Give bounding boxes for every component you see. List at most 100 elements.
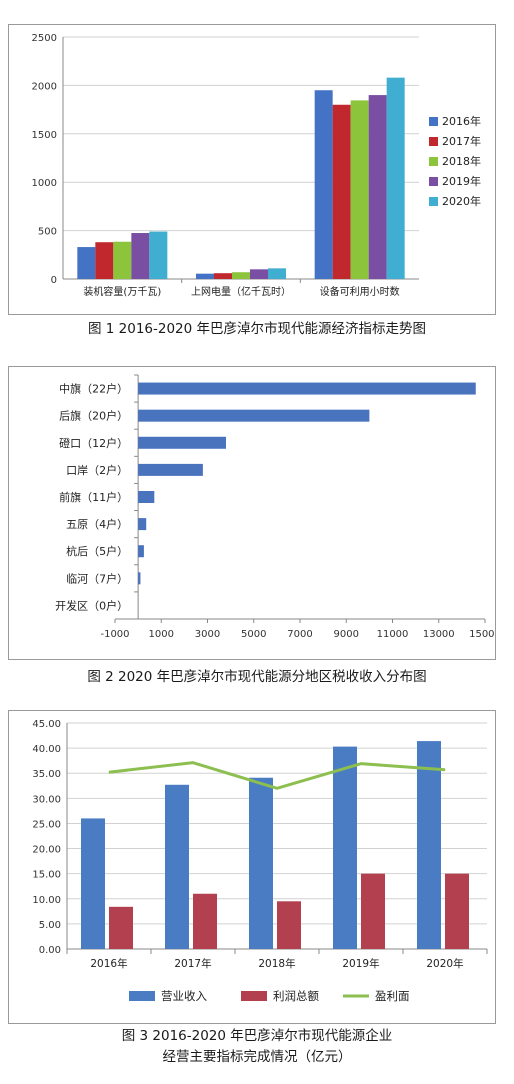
bar — [165, 784, 189, 949]
category-label: 开发区（0户） — [55, 598, 128, 612]
bar — [138, 491, 155, 503]
line-point — [108, 771, 110, 773]
chart-1-panel: 0 500 1000 1500 2000 2500 装机容量(万千瓦) 上网电量（亿千瓦时） 设… — [8, 24, 496, 315]
bar — [138, 409, 370, 422]
category-label: 五原（4户） — [66, 517, 128, 531]
chart-1: 0 500 1000 1500 2000 2500 装机容量(万千瓦) 上网电量（亿千瓦时） 设… — [32, 33, 481, 298]
bar — [138, 545, 144, 558]
chart-2-caption: 图 2 2020 年巴彦淖尔市现代能源分地区税收收入分布图 — [87, 669, 427, 685]
x-tick-label: 2016年 — [90, 957, 127, 970]
bar — [95, 242, 114, 279]
x-tick-label: 3000 — [195, 629, 220, 640]
line-point — [192, 762, 194, 764]
bar — [131, 233, 150, 279]
bar — [386, 77, 405, 279]
bar — [314, 90, 333, 280]
bar — [417, 741, 441, 949]
category-label: 后旗（20户） — [59, 409, 128, 423]
y-tick-label: 45.00 — [32, 719, 61, 730]
bar — [138, 463, 203, 476]
y-tick-label: 10.00 — [32, 895, 61, 906]
legend-label: 利润总额 — [273, 989, 319, 1003]
bar — [138, 382, 476, 395]
legend-swatch — [429, 157, 438, 166]
line-point — [276, 787, 278, 789]
bar — [361, 873, 385, 949]
category-label: 中旗（22户） — [59, 382, 128, 396]
x-tick-label: 13000 — [423, 629, 455, 640]
legend-swatch — [429, 177, 438, 186]
x-tick-label: 设备可利用小时数 — [320, 285, 400, 298]
chart-3-panel: 0.00 5.00 10.00 15.00 20.00 25.00 30.00 35.00 40… — [8, 710, 496, 1024]
x-tick-label: 2019年 — [342, 957, 379, 970]
legend-swatch — [129, 991, 155, 1001]
y-tick-label: 2000 — [32, 81, 57, 92]
y-tick-label: 25.00 — [32, 819, 61, 830]
bar — [350, 100, 369, 280]
y-tick-label: 15.00 — [32, 870, 61, 881]
bar — [232, 272, 250, 279]
category-label: 临河（7户） — [66, 571, 128, 585]
x-tick-label: 5000 — [241, 629, 266, 640]
line-point — [444, 769, 446, 771]
x-tick-label: 7000 — [287, 629, 312, 640]
bar — [196, 273, 214, 279]
legend-swatch — [429, 137, 438, 146]
bar — [250, 269, 268, 279]
y-tick-label: 1000 — [32, 178, 57, 189]
chart-3-caption-line2: 经营主要指标完成情况（亿元） — [162, 1049, 352, 1065]
x-tick-label: 15000 — [469, 629, 495, 640]
y-tick-label: 30.00 — [32, 794, 61, 805]
bar — [268, 268, 286, 279]
y-tick-label: 40.00 — [32, 744, 61, 755]
y-tick-label: 20.00 — [32, 845, 61, 856]
legend-swatch — [429, 117, 438, 126]
legend-label: 盈利面 — [375, 989, 410, 1003]
x-tick-label: 上网电量（亿千瓦时） — [191, 285, 291, 298]
legend-label: 2018年 — [442, 154, 481, 168]
bar — [214, 273, 232, 279]
category-label: 磴口（12户） — [59, 436, 128, 450]
y-tick-label: 0.00 — [39, 945, 61, 956]
legend-label: 2019年 — [442, 174, 481, 188]
bar — [138, 572, 141, 585]
legend-label: 2016年 — [442, 114, 481, 128]
bar — [277, 901, 301, 949]
category-label: 口岸（2户） — [66, 463, 128, 477]
chart-3: 0.00 5.00 10.00 15.00 20.00 25.00 30.00 35.00 40… — [32, 719, 488, 1003]
bar — [249, 777, 273, 949]
legend-label: 2017年 — [442, 134, 481, 148]
legend-label: 营业收入 — [161, 989, 207, 1003]
x-tick-label: 2018年 — [258, 957, 295, 970]
x-tick-label: 装机容量(万千瓦) — [83, 285, 161, 298]
chart-2-panel: 中旗（22户） 后旗（20户） 磴口（12户） 口岸（2户） 前旗（11户） 五原（4户）… — [8, 366, 496, 660]
y-tick-label: 35.00 — [32, 769, 61, 780]
bar — [77, 247, 96, 279]
bar — [445, 873, 469, 949]
bar — [368, 95, 387, 279]
series-line — [108, 761, 446, 790]
x-tick-label: -1000 — [100, 629, 129, 640]
x-tick-label: 2017年 — [174, 957, 211, 970]
bar — [193, 893, 217, 949]
bar — [149, 231, 168, 279]
x-tick-label: 9000 — [334, 629, 359, 640]
chart-3-caption-line1: 图 3 2016-2020 年巴彦淖尔市现代能源企业 — [121, 1028, 393, 1044]
bar — [138, 436, 226, 449]
y-tick-label: 0 — [51, 275, 57, 286]
x-tick-label: 1000 — [149, 629, 174, 640]
bar — [81, 818, 105, 949]
line-point — [360, 763, 362, 765]
bar — [333, 746, 357, 949]
category-label: 前旗（11户） — [59, 490, 128, 504]
y-tick-label: 5.00 — [39, 920, 61, 931]
bar — [113, 241, 132, 279]
chart-2: 中旗（22户） 后旗（20户） 磴口（12户） 口岸（2户） 前旗（11户） 五原（4户）… — [55, 374, 495, 640]
bar — [138, 518, 147, 531]
y-tick-label: 2500 — [32, 33, 57, 44]
x-tick-label: 2020年 — [426, 957, 463, 970]
legend-swatch — [241, 991, 267, 1001]
y-tick-label: 1500 — [32, 130, 57, 141]
category-label: 杭后（5户） — [66, 544, 128, 558]
x-tick-label: 11000 — [377, 629, 409, 640]
